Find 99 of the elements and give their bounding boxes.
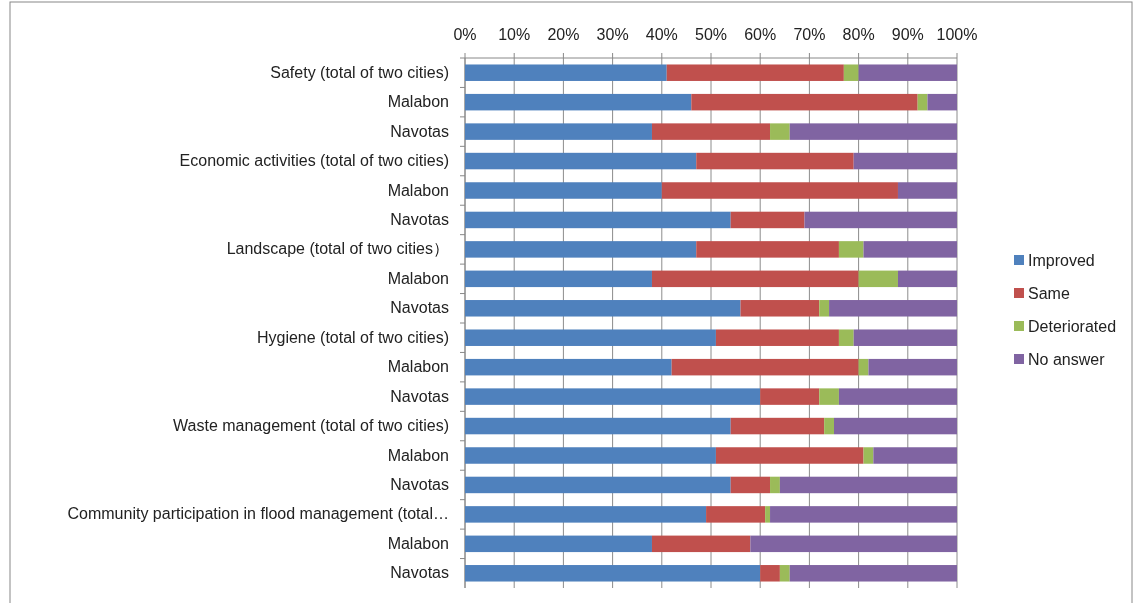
x-tick-label: 10% bbox=[498, 26, 531, 43]
x-tick-label: 40% bbox=[645, 26, 678, 43]
bar bbox=[897, 270, 957, 288]
y-tick-label: Malabon bbox=[387, 358, 449, 376]
bar bbox=[868, 358, 957, 376]
bar bbox=[779, 565, 790, 582]
bar bbox=[730, 211, 805, 229]
bar bbox=[838, 329, 854, 346]
bar bbox=[715, 447, 864, 464]
bar bbox=[730, 476, 771, 494]
x-tick-label: 70% bbox=[793, 26, 826, 43]
x-tick-label: 90% bbox=[891, 26, 924, 43]
bar bbox=[838, 241, 864, 258]
y-tick-label: Community participation in flood management (total… bbox=[67, 505, 449, 523]
x-tick-label: 20% bbox=[547, 26, 580, 43]
bar bbox=[819, 388, 839, 405]
bar bbox=[696, 241, 839, 258]
bar bbox=[465, 417, 731, 435]
bar bbox=[465, 182, 662, 199]
x-tick-label: 30% bbox=[596, 26, 629, 43]
y-tick-label: Navotas bbox=[390, 210, 449, 228]
bar bbox=[829, 300, 957, 317]
bar bbox=[789, 123, 957, 140]
bar bbox=[671, 358, 859, 376]
bar bbox=[853, 329, 957, 346]
y-tick-label: Navotas bbox=[390, 387, 449, 405]
y-tick-label: Navotas bbox=[390, 122, 449, 140]
bar bbox=[651, 535, 751, 553]
legend-label: No answer bbox=[1028, 351, 1106, 368]
y-tick-label: Navotas bbox=[390, 564, 449, 582]
bar bbox=[770, 123, 790, 140]
bar bbox=[465, 506, 707, 523]
y-tick-label: Navotas bbox=[390, 475, 449, 493]
bar bbox=[838, 388, 957, 405]
legend-label: Improved bbox=[1028, 252, 1095, 269]
y-tick-label: Safety (total of two cities) bbox=[270, 63, 449, 81]
bar bbox=[465, 300, 741, 317]
bar bbox=[804, 211, 957, 229]
bar bbox=[730, 417, 825, 435]
bar bbox=[465, 565, 761, 582]
x-tick-label: 60% bbox=[744, 26, 777, 43]
bar bbox=[770, 476, 780, 494]
bar bbox=[465, 535, 652, 553]
bar bbox=[465, 211, 731, 229]
x-tick-label: 0% bbox=[453, 26, 477, 43]
y-tick-label: Malabon bbox=[387, 93, 449, 111]
bar bbox=[760, 565, 780, 582]
bar bbox=[779, 476, 957, 494]
x-tick-label: 50% bbox=[694, 26, 728, 43]
y-tick-label: Landscape (total of two cities） bbox=[226, 240, 449, 258]
bar bbox=[651, 123, 771, 140]
bar bbox=[696, 152, 854, 170]
legend-label: Deteriorated bbox=[1028, 318, 1117, 335]
y-tick-label: Hygiene (total of two cities) bbox=[256, 328, 449, 346]
bar bbox=[666, 64, 844, 81]
bar bbox=[651, 270, 859, 288]
bar bbox=[858, 270, 898, 288]
bar bbox=[770, 506, 957, 523]
bar bbox=[843, 64, 859, 81]
y-tick-label: Economic activities (total of two cities) bbox=[179, 152, 449, 170]
bar bbox=[661, 182, 898, 199]
y-tick-label: Waste management (total of two cities) bbox=[173, 417, 449, 435]
bar bbox=[863, 241, 957, 258]
bar bbox=[765, 506, 771, 523]
bar bbox=[834, 417, 957, 435]
bar bbox=[750, 535, 957, 553]
bar bbox=[465, 388, 761, 405]
y-tick-label: Malabon bbox=[387, 446, 449, 464]
bar bbox=[465, 93, 692, 111]
bar bbox=[465, 329, 716, 346]
bar bbox=[873, 447, 957, 464]
bar bbox=[853, 152, 957, 170]
bar bbox=[465, 270, 652, 288]
bar bbox=[760, 388, 820, 405]
y-tick-label: Malabon bbox=[387, 181, 449, 199]
bar bbox=[465, 152, 697, 170]
bar bbox=[858, 64, 957, 81]
x-tick-label: 80% bbox=[842, 26, 875, 43]
bar bbox=[465, 123, 652, 140]
bar bbox=[465, 358, 672, 376]
y-tick-label: Navotas bbox=[390, 299, 449, 317]
y-tick-label: Malabon bbox=[387, 269, 449, 287]
bar bbox=[706, 506, 766, 523]
bar bbox=[740, 300, 820, 317]
bar bbox=[927, 93, 957, 111]
bar bbox=[465, 241, 697, 258]
bar bbox=[824, 417, 834, 435]
bar bbox=[789, 565, 957, 582]
bar bbox=[465, 64, 667, 81]
x-tick-label: 100% bbox=[936, 26, 978, 43]
bar bbox=[465, 476, 731, 494]
bar bbox=[819, 300, 830, 317]
bar bbox=[715, 329, 839, 346]
legend-label: Same bbox=[1028, 285, 1070, 302]
bar bbox=[691, 93, 918, 111]
bar bbox=[465, 447, 716, 464]
bar bbox=[897, 182, 957, 199]
bar bbox=[863, 447, 874, 464]
y-tick-label: Malabon bbox=[387, 534, 449, 552]
